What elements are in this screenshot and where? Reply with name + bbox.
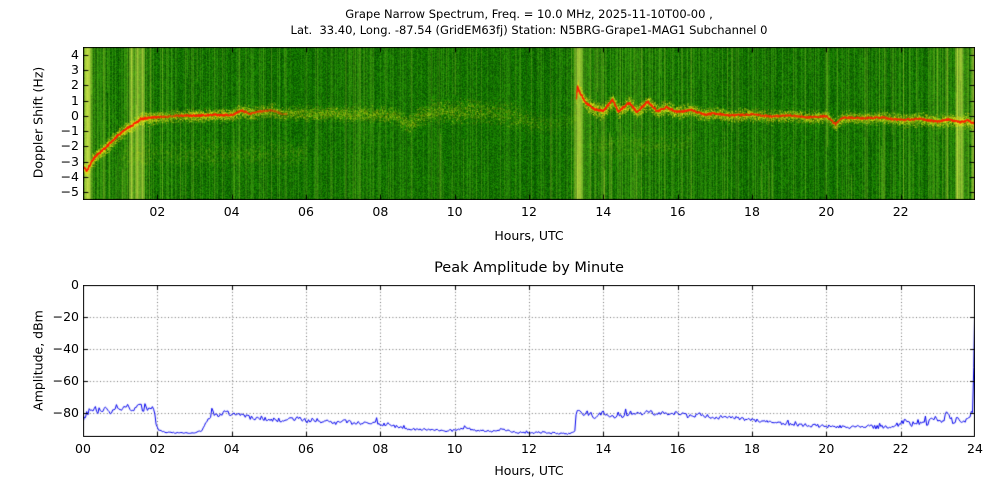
spectrogram-y-tick-label: −1 [60, 123, 79, 139]
spectrogram-x-tick-label: 14 [595, 204, 612, 219]
amplitude-x-tick-label: 14 [595, 441, 612, 456]
spectrogram-plot [83, 47, 975, 200]
amplitude-x-tick-label: 24 [967, 441, 983, 456]
spectrogram-y-tick-label: −5 [60, 184, 79, 200]
spectrogram-y-tick-label: 1 [71, 92, 79, 108]
spectrogram-x-axis-label: Hours, UTC [494, 228, 564, 243]
spectrogram-y-tick-label: −4 [60, 169, 79, 185]
amplitude-title: Peak Amplitude by Minute [434, 260, 624, 276]
spectrogram-x-tick-label: 10 [446, 204, 463, 219]
spectrogram-y-tick-label: −3 [60, 153, 79, 169]
amplitude-y-tick-label: −80 [52, 405, 79, 420]
spectrogram-x-tick-label: 22 [892, 204, 909, 219]
amplitude-y-tick-label: −60 [52, 373, 79, 388]
spectrogram-x-tick-label: 02 [149, 204, 166, 219]
spectrogram-x-tick-label: 16 [669, 204, 686, 219]
amplitude-y-tick-label: −20 [52, 309, 79, 324]
spectrogram-y-tick-label: 4 [71, 46, 79, 62]
amplitude-x-tick-label: 20 [818, 441, 835, 456]
spectrogram-x-tick-label: 04 [223, 204, 240, 219]
spectrogram-y-tick-label: 3 [71, 61, 79, 77]
spectrogram-y-tick-label: 2 [71, 77, 79, 93]
amplitude-x-tick-label: 06 [298, 441, 314, 456]
amplitude-x-tick-label: 12 [521, 441, 537, 456]
spectrogram-y-tick-label: −2 [60, 138, 79, 154]
spectrogram-title-line2: Lat. 33.40, Long. -87.54 (GridEM63fj) St… [290, 22, 768, 37]
amplitude-x-axis-label: Hours, UTC [494, 463, 564, 478]
amplitude-x-tick-label: 16 [669, 441, 686, 456]
amplitude-x-tick-label: 02 [149, 441, 166, 456]
spectrogram-y-tick-label: 0 [71, 107, 79, 123]
amplitude-x-tick-label: 18 [744, 441, 760, 456]
spectrogram-x-tick-label: 06 [298, 204, 314, 219]
spectrogram-x-tick-label: 18 [744, 204, 760, 219]
spectrogram-title-line1: Grape Narrow Spectrum, Freq. = 10.0 MHz,… [345, 7, 713, 21]
amplitude-x-tick-label: 08 [372, 441, 389, 456]
amplitude-x-tick-label: 10 [446, 441, 463, 456]
amplitude-x-tick-label: 04 [223, 441, 240, 456]
amplitude-x-tick-label: 00 [75, 441, 91, 456]
spectrogram-x-tick-label: 20 [818, 204, 835, 219]
amplitude-plot [83, 285, 975, 437]
amplitude-y-tick-label: −40 [52, 341, 79, 356]
spectrogram-title: Grape Narrow Spectrum, Freq. = 10.0 MHz,… [83, 7, 975, 38]
spectrogram-x-tick-label: 12 [521, 204, 537, 219]
spectrogram-x-tick-label: 08 [372, 204, 389, 219]
amplitude-y-tick-label: 0 [71, 277, 79, 292]
amplitude-x-tick-label: 22 [892, 441, 909, 456]
